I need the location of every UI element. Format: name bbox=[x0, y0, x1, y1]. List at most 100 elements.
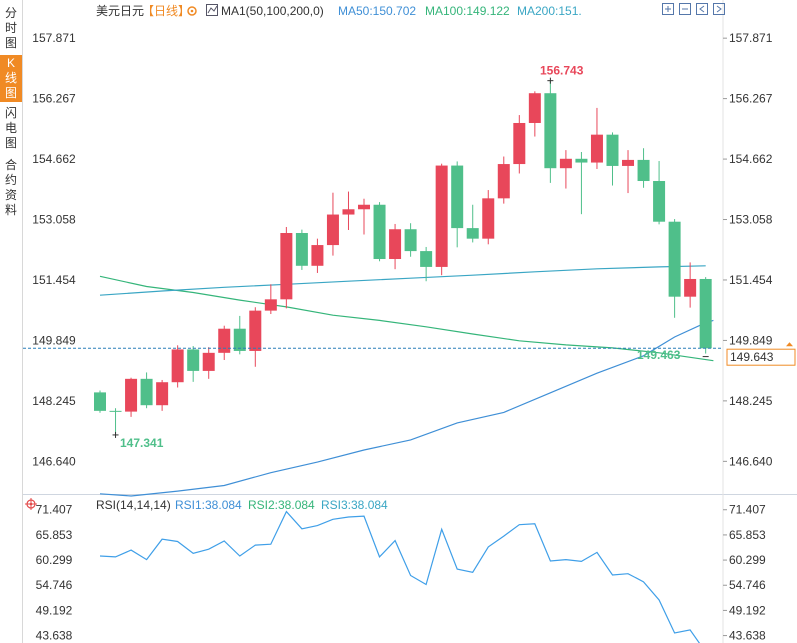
price-tick-right-0: 157.871 bbox=[729, 31, 773, 45]
rsi-tick-left-0: 71.407 bbox=[36, 503, 73, 517]
candle-3 bbox=[140, 372, 153, 409]
zoom-in-icon[interactable] bbox=[662, 3, 674, 15]
candle-8 bbox=[218, 325, 231, 360]
candle-32 bbox=[590, 107, 603, 169]
price-tick-left-1: 156.267 bbox=[32, 92, 76, 106]
candle-22 bbox=[435, 163, 448, 276]
rsi3-value: RSI3:38.084 bbox=[321, 498, 388, 512]
rsi-tick-left-1: 65.853 bbox=[36, 528, 73, 542]
price-tick-left-5: 149.849 bbox=[32, 333, 76, 347]
rsi-tick-right-1: 65.853 bbox=[729, 528, 766, 542]
rsi2-value: RSI2:38.084 bbox=[248, 498, 315, 512]
candle-31 bbox=[575, 151, 588, 215]
price-tick-right-2: 154.662 bbox=[729, 152, 773, 166]
rsi1-line bbox=[99, 510, 701, 643]
ma100-value: MA100:149.122 bbox=[425, 4, 510, 18]
candle-0 bbox=[94, 390, 106, 413]
tab-intraday-chart[interactable]: 分 时 图 bbox=[4, 6, 17, 50]
last-price-value: 149.643 bbox=[730, 350, 774, 364]
candle-17 bbox=[358, 198, 371, 235]
candle-20 bbox=[404, 223, 417, 257]
candle-23 bbox=[451, 161, 464, 248]
high-marker bbox=[547, 77, 554, 84]
chart-view-sidebar: 分 时 图 K 线 图 闪 电 图 合 约 资 料 bbox=[0, 0, 23, 643]
candle-19 bbox=[389, 223, 402, 270]
low-annotation: 147.341 bbox=[120, 436, 164, 450]
candle-28 bbox=[528, 91, 541, 137]
low-marker bbox=[112, 431, 119, 438]
price-tick-right-1: 156.267 bbox=[729, 92, 773, 106]
candle-24 bbox=[466, 204, 479, 243]
rsi1-value: RSI1:38.084 bbox=[175, 498, 242, 512]
ma200-line bbox=[99, 265, 706, 296]
rsi-tick-right-5: 43.638 bbox=[729, 629, 766, 643]
candle-5 bbox=[171, 345, 184, 388]
rsi-tick-right-2: 60.299 bbox=[729, 553, 766, 567]
candle-29 bbox=[544, 80, 557, 183]
candle-37 bbox=[668, 219, 681, 318]
price-tick-right-3: 153.058 bbox=[729, 213, 773, 227]
candle-26 bbox=[497, 156, 510, 204]
candle-12 bbox=[280, 226, 293, 309]
price-tick-left-3: 153.058 bbox=[32, 213, 76, 227]
rsi-tick-right-4: 49.192 bbox=[729, 603, 766, 617]
ma50-line bbox=[99, 319, 714, 497]
candle-35 bbox=[637, 148, 650, 188]
candle-36 bbox=[653, 161, 666, 225]
candle-1 bbox=[109, 408, 122, 435]
last-price-tag: 149.643 bbox=[726, 342, 796, 366]
rsi-line-group bbox=[99, 510, 701, 643]
candles bbox=[94, 80, 712, 435]
candle-15 bbox=[326, 192, 339, 256]
ma100-annotation: 149.463 bbox=[637, 348, 681, 362]
symbol-title: 美元日元 bbox=[96, 4, 144, 18]
price-tick-right-5: 149.849 bbox=[729, 333, 773, 347]
candle-33 bbox=[606, 132, 619, 186]
tab-candlestick-chart[interactable]: K 线 图 bbox=[0, 55, 22, 102]
rsi-tick-left-4: 49.192 bbox=[36, 603, 73, 617]
candle-38 bbox=[684, 262, 697, 308]
moving-average-lines bbox=[99, 265, 714, 497]
candle-2 bbox=[125, 377, 138, 417]
rsi-tick-left-5: 43.638 bbox=[36, 629, 73, 643]
candlestick-chart[interactable]: 美元日元 【日线】 MA1(50,100,200,0) MA50:150.702… bbox=[23, 0, 797, 643]
candle-18 bbox=[373, 202, 386, 262]
ma100-line bbox=[99, 275, 714, 362]
candle-25 bbox=[482, 190, 495, 245]
candle-7 bbox=[202, 347, 215, 379]
rsi-tick-left-2: 60.299 bbox=[36, 553, 73, 567]
ma-indicator-label: MA1(50,100,200,0) bbox=[221, 4, 324, 18]
rsi-indicator-label: RSI(14,14,14) bbox=[96, 498, 171, 512]
tab-contract-info[interactable]: 合 约 资 料 bbox=[4, 158, 17, 217]
candle-21 bbox=[420, 246, 433, 282]
price-tick-left-7: 146.640 bbox=[32, 454, 76, 468]
price-tick-left-4: 151.454 bbox=[32, 273, 76, 287]
ma200-value: MA200:151. bbox=[517, 4, 582, 18]
rsi-tick-left-3: 54.746 bbox=[36, 578, 73, 592]
price-tick-right-4: 151.454 bbox=[729, 273, 773, 287]
gear-icon[interactable] bbox=[187, 6, 197, 16]
crosshair-icon[interactable] bbox=[25, 498, 37, 510]
candle-34 bbox=[622, 150, 635, 194]
price-tick-left-2: 154.662 bbox=[32, 152, 76, 166]
candle-16 bbox=[342, 191, 355, 230]
indicator-chart-icon[interactable] bbox=[206, 4, 218, 16]
candle-6 bbox=[187, 346, 200, 382]
candle-30 bbox=[559, 150, 572, 189]
candle-39 bbox=[699, 277, 712, 354]
candle-10 bbox=[249, 307, 262, 367]
zoom-out-icon[interactable] bbox=[679, 3, 691, 15]
scroll-right-icon[interactable] bbox=[713, 3, 725, 15]
candle-11 bbox=[264, 284, 277, 315]
rsi-tick-right-3: 54.746 bbox=[729, 578, 766, 592]
scroll-left-icon[interactable] bbox=[696, 3, 708, 15]
rsi-axis-ticks: 71.407 71.407 65.853 65.853 60.299 60.299 54.7… bbox=[36, 503, 766, 643]
price-tick-left-6: 148.245 bbox=[32, 394, 76, 408]
price-axis-ticks: 157.871 157.871 156.267 156.267 154.662 154.6… bbox=[32, 31, 772, 468]
tab-flash-chart[interactable]: 闪 电 图 bbox=[4, 106, 17, 150]
price-tick-right-6: 148.245 bbox=[729, 394, 773, 408]
candle-27 bbox=[513, 115, 526, 174]
ma50-value: MA50:150.702 bbox=[338, 4, 416, 18]
period-label[interactable]: 【日线】 bbox=[142, 4, 190, 18]
candle-14 bbox=[311, 238, 324, 273]
